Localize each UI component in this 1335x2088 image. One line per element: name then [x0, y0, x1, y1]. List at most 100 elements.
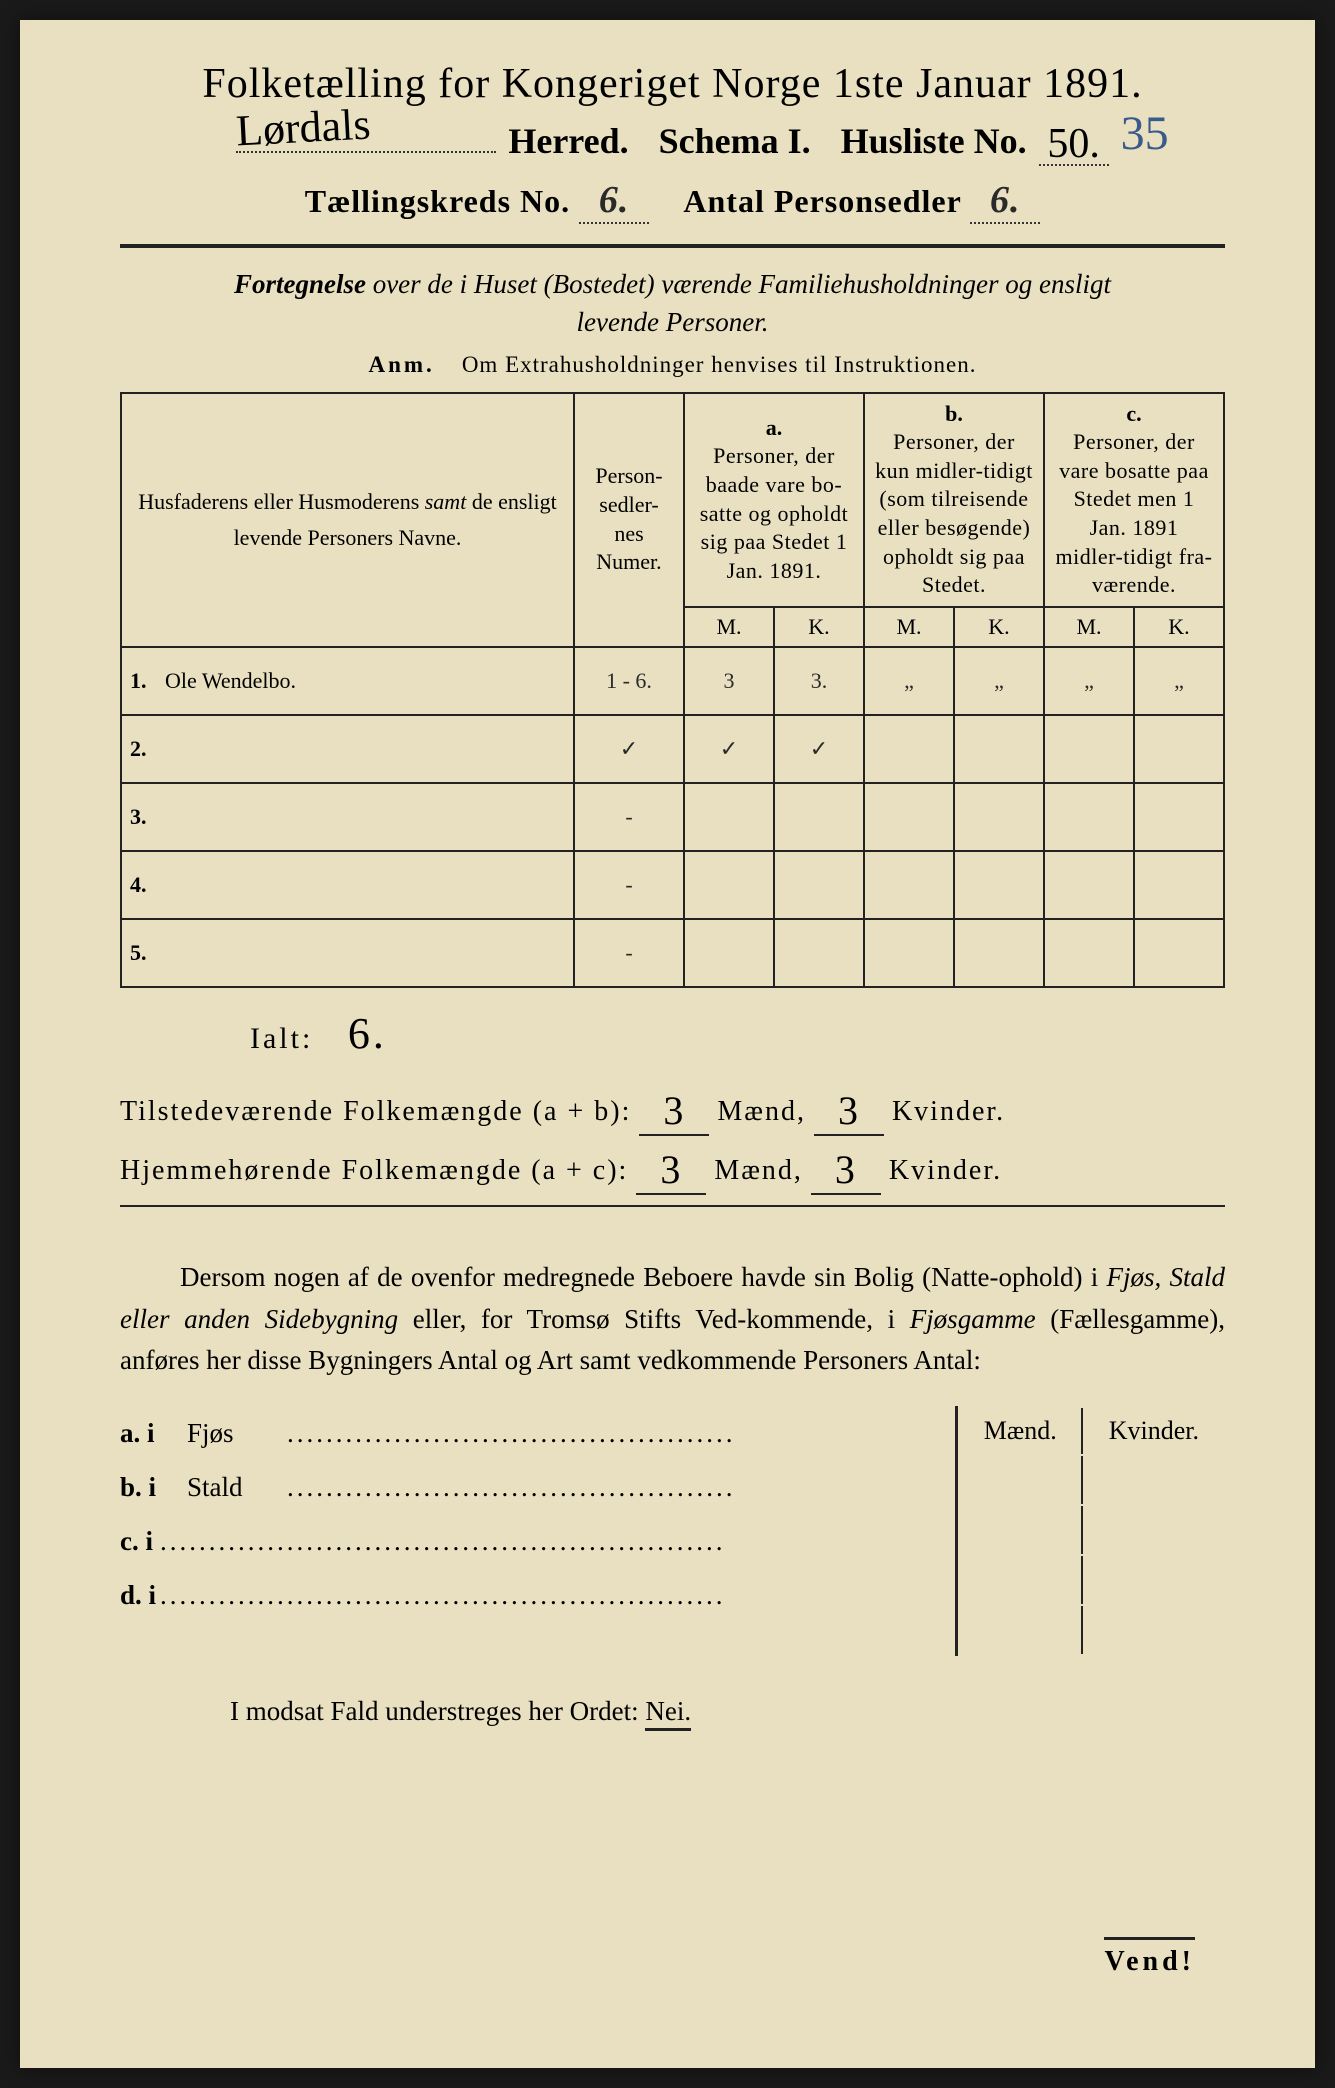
row-ck	[1134, 715, 1224, 783]
anm-text: Om Extrahusholdninger henvises til Instr…	[462, 352, 977, 377]
personsedler-label: Antal Personsedler	[683, 183, 961, 219]
hjemme-k: 3	[811, 1146, 881, 1195]
row-cm	[1044, 851, 1134, 919]
form-subtitle: Fortegnelse over de i Huset (Bostedet) v…	[120, 266, 1225, 342]
col-numer: Person-sedler-nesNumer.	[574, 393, 684, 647]
col-b-m: M.	[864, 607, 954, 647]
bygning-row-b: b. i Stald	[120, 1460, 935, 1514]
row-ak: 3.	[774, 647, 864, 715]
row-ck	[1134, 783, 1224, 851]
main-table: Husfaderens eller Husmoderens samt de en…	[120, 392, 1225, 988]
tilstede-k: 3	[814, 1087, 884, 1136]
row-name	[157, 851, 574, 919]
row-name	[157, 919, 574, 987]
table-row: 5. -	[121, 919, 1224, 987]
census-form-page: Folketælling for Kongeriget Norge 1ste J…	[20, 20, 1315, 2068]
ialt-value: 6.	[348, 1009, 387, 1058]
row-numer: -	[574, 851, 684, 919]
row-number: 1.	[121, 647, 157, 715]
row-numer: ✓	[574, 715, 684, 783]
row-name	[157, 715, 574, 783]
row-bk: „	[954, 647, 1044, 715]
row-ak: ✓	[774, 715, 864, 783]
col-c-k: K.	[1134, 607, 1224, 647]
vend-label: Vend!	[1104, 1937, 1195, 1978]
herred-label: Herred.	[508, 120, 628, 162]
row-cm	[1044, 783, 1134, 851]
divider	[120, 1205, 1225, 1207]
margin-number: 35	[1121, 106, 1169, 161]
ialt-line: Ialt: 6.	[250, 1008, 1225, 1059]
header-line-2: Lørdals Herred. Schema I. Husliste No. 5…	[120, 116, 1225, 166]
bygning-row-c: c. i	[120, 1514, 935, 1568]
row-am	[684, 851, 774, 919]
row-cm	[1044, 715, 1134, 783]
row-number: 3.	[121, 783, 157, 851]
bygning-mk-table: Mænd. Kvinder.	[955, 1406, 1225, 1656]
anm-label: Anm.	[369, 352, 435, 377]
table-row: 4. -	[121, 851, 1224, 919]
row-am	[684, 919, 774, 987]
row-ck: „	[1134, 647, 1224, 715]
col-a-k: K.	[774, 607, 864, 647]
herred-field: Lørdals	[236, 151, 496, 153]
kreds-label: Tællingskreds No.	[305, 183, 570, 219]
page-title: Folketælling for Kongeriget Norge 1ste J…	[120, 60, 1225, 108]
row-ck	[1134, 919, 1224, 987]
table-row: 2. ✓ ✓ ✓	[121, 715, 1224, 783]
col-a-m: M.	[684, 607, 774, 647]
row-am	[684, 783, 774, 851]
bygning-maend-header: Mænd.	[960, 1408, 1083, 1454]
row-ak	[774, 851, 864, 919]
row-number: 5.	[121, 919, 157, 987]
nei-word: Nei.	[645, 1696, 691, 1731]
row-bk	[954, 851, 1044, 919]
row-number: 4.	[121, 851, 157, 919]
row-name	[157, 783, 574, 851]
row-am: 3	[684, 647, 774, 715]
row-ck	[1134, 851, 1224, 919]
row-bk	[954, 783, 1044, 851]
anm-note: Anm. Om Extrahusholdninger henvises til …	[120, 352, 1225, 378]
row-bm	[864, 715, 954, 783]
husliste-value: 50.	[1047, 121, 1100, 167]
ialt-label: Ialt:	[250, 1022, 313, 1055]
bygning-section: a. i Fjøs b. i Stald c. i d. i Mænd. Kvi…	[120, 1406, 1225, 1656]
summary-line-1: Tilstedeværende Folkemængde (a + b): 3 M…	[120, 1083, 1225, 1132]
row-bk	[954, 715, 1044, 783]
bygning-list: a. i Fjøs b. i Stald c. i d. i	[120, 1406, 955, 1656]
row-ak	[774, 783, 864, 851]
row-cm: „	[1044, 647, 1134, 715]
col-a: a. Personer, der baade vare bo-satte og …	[684, 393, 864, 607]
husliste-label: Husliste No.	[841, 120, 1027, 162]
bygning-kvinder-header: Kvinder.	[1085, 1408, 1223, 1454]
row-numer: -	[574, 783, 684, 851]
col-c: c. Personer, der vare bosatte paa Stedet…	[1044, 393, 1224, 607]
col-names: Husfaderens eller Husmoderens samt de en…	[121, 393, 574, 647]
modsat-line: I modsat Fald understreges her Ordet: Ne…	[120, 1696, 1225, 1727]
row-bm	[864, 919, 954, 987]
row-am: ✓	[684, 715, 774, 783]
personsedler-value: 6.	[990, 179, 1021, 221]
col-b: b. Personer, der kun midler-tidigt (som …	[864, 393, 1044, 607]
husliste-field: 50. 35	[1039, 116, 1109, 166]
row-bm	[864, 783, 954, 851]
row-numer: -	[574, 919, 684, 987]
table-row: 3. -	[121, 783, 1224, 851]
col-b-k: K.	[954, 607, 1044, 647]
row-bk	[954, 919, 1044, 987]
row-numer: 1 - 6.	[574, 647, 684, 715]
kreds-value: 6.	[599, 179, 630, 221]
row-bm	[864, 851, 954, 919]
divider	[120, 244, 1225, 248]
schema-label: Schema I.	[659, 120, 811, 162]
row-ak	[774, 919, 864, 987]
table-row: 1. Ole Wendelbo. 1 - 6. 3 3. „ „ „ „	[121, 647, 1224, 715]
row-number: 2.	[121, 715, 157, 783]
row-cm	[1044, 919, 1134, 987]
summary-line-2: Hjemmehørende Folkemængde (a + c): 3 Mæn…	[120, 1142, 1225, 1191]
bygning-row-d: d. i	[120, 1568, 935, 1622]
row-name: Ole Wendelbo.	[157, 647, 574, 715]
tilstede-m: 3	[639, 1087, 709, 1136]
header-line-3: Tællingskreds No. 6. Antal Personsedler …	[120, 178, 1225, 224]
